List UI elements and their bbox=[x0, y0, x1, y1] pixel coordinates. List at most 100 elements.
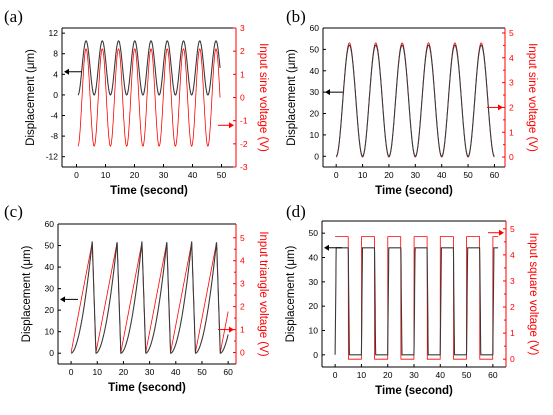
panel-label: (c) bbox=[4, 202, 23, 221]
x-tick-label: 20 bbox=[130, 170, 140, 180]
x-tick-label: 30 bbox=[409, 370, 419, 380]
right-arrow-icon bbox=[499, 229, 504, 236]
panel-b: (b) 0 10 20 30 40 50 60 0 10 20 30 40 50 60 0 1 2 3 4 5 Time … bbox=[286, 7, 538, 197]
x-tick-label: 40 bbox=[437, 170, 447, 180]
y-tick-label: 0 bbox=[313, 350, 318, 360]
x-tick-label: 60 bbox=[488, 370, 498, 380]
y-tick-label: 40 bbox=[310, 66, 320, 76]
voltage-series-line bbox=[77, 48, 221, 147]
y2-tick-label: 3 bbox=[510, 276, 515, 286]
left-arrow-icon bbox=[325, 89, 330, 96]
y-tick-label: 40 bbox=[309, 253, 319, 263]
y2-tick-label: -3 bbox=[240, 162, 248, 172]
y-tick-label: 40 bbox=[45, 262, 55, 272]
displacement-series-line bbox=[77, 40, 221, 96]
y-tick-label: -8 bbox=[50, 131, 58, 141]
y-tick-label: -12 bbox=[46, 152, 59, 162]
x-tick-label: 60 bbox=[223, 367, 233, 377]
y-tick-label: 30 bbox=[45, 284, 55, 294]
panel-label: (b) bbox=[286, 7, 306, 26]
y2-tick-label: 2 bbox=[240, 302, 245, 312]
y-tick-label: 20 bbox=[310, 109, 320, 119]
right-arrow-icon bbox=[498, 104, 503, 111]
x-tick-label: 0 bbox=[333, 370, 338, 380]
panel-c: (c) 0 10 20 30 40 50 60 0 10 20 30 40 50 60 0 1 2 3 4 5 Time … bbox=[4, 202, 269, 394]
y-tick-label: 0 bbox=[49, 348, 54, 358]
x-tick-label: 50 bbox=[463, 170, 473, 180]
x-tick-label: 20 bbox=[119, 367, 129, 377]
y2-tick-label: -1 bbox=[240, 116, 248, 126]
y2-tick-label: -2 bbox=[240, 139, 248, 149]
y-tick-label: 30 bbox=[309, 277, 319, 287]
x-tick-label: 10 bbox=[93, 367, 103, 377]
x-tick-label: 0 bbox=[69, 367, 74, 377]
left-arrow-icon bbox=[324, 244, 329, 251]
y2-tick-label: 2 bbox=[510, 302, 515, 312]
y2-axis-title: Input sine voltage (V) bbox=[257, 43, 269, 152]
voltage-series-line bbox=[336, 42, 495, 158]
y2-tick-label: 1 bbox=[240, 69, 245, 79]
y-tick-label: 50 bbox=[310, 44, 320, 54]
left-arrow-icon bbox=[64, 68, 69, 75]
x-tick-label: 10 bbox=[358, 170, 368, 180]
y-tick-label: 10 bbox=[45, 327, 55, 337]
y2-tick-label: 4 bbox=[240, 256, 245, 266]
x-axis-title: Time (second) bbox=[375, 385, 453, 397]
y2-tick-label: 3 bbox=[240, 279, 245, 289]
right-arrow-icon bbox=[229, 122, 234, 129]
y2-tick-label: 0 bbox=[509, 152, 514, 162]
y2-tick-label: 1 bbox=[509, 127, 514, 137]
x-tick-label: 40 bbox=[436, 370, 446, 380]
y2-tick-label: 1 bbox=[510, 328, 515, 338]
y-tick-label: 60 bbox=[45, 219, 55, 229]
panel-label: (d) bbox=[286, 202, 306, 221]
x-axis-title: Time (second) bbox=[108, 382, 186, 394]
x-tick-label: 40 bbox=[171, 367, 181, 377]
x-tick-label: 30 bbox=[145, 367, 155, 377]
y-tick-label: 0 bbox=[53, 90, 58, 100]
y-axis-title: Displacement (μm) bbox=[21, 245, 33, 342]
x-tick-label: 60 bbox=[490, 170, 500, 180]
y-tick-label: 20 bbox=[45, 305, 55, 315]
x-tick-label: 10 bbox=[357, 370, 367, 380]
x-tick-label: 50 bbox=[462, 370, 472, 380]
x-tick-label: 40 bbox=[188, 170, 198, 180]
y2-tick-label: 4 bbox=[510, 250, 515, 260]
y2-tick-label: 0 bbox=[240, 348, 245, 358]
y-tick-label: 10 bbox=[310, 130, 320, 140]
y-tick-label: 0 bbox=[314, 151, 319, 161]
y-tick-label: 50 bbox=[309, 228, 319, 238]
y-tick-label: 12 bbox=[49, 28, 59, 38]
x-tick-label: 20 bbox=[383, 370, 393, 380]
y2-axis-title: Input square voltage (V) bbox=[527, 233, 539, 356]
y-tick-label: 10 bbox=[309, 326, 319, 336]
y-tick-label: 50 bbox=[45, 241, 55, 251]
x-tick-label: 0 bbox=[334, 170, 339, 180]
panel-d: (d) 0 10 20 30 40 50 60 0 10 20 30 40 50 0 1 2 3 4 5 Time (s… bbox=[285, 202, 539, 397]
x-axis-title: Time (second) bbox=[375, 185, 453, 197]
y2-tick-label: 2 bbox=[509, 102, 514, 112]
y2-tick-label: 3 bbox=[509, 78, 514, 88]
x-tick-label: 50 bbox=[197, 367, 207, 377]
y-tick-label: 60 bbox=[310, 23, 320, 33]
displacement-series-line bbox=[335, 44, 495, 157]
panel-a: (a)0 10 20 30 40 50-12-8-404812-3-2-10123Time… bbox=[4, 7, 269, 197]
x-tick-label: 20 bbox=[384, 170, 394, 180]
displacement-series-line bbox=[334, 247, 499, 356]
y2-tick-label: 5 bbox=[240, 233, 245, 243]
x-tick-label: 30 bbox=[159, 170, 169, 180]
y-tick-label: 4 bbox=[53, 69, 58, 79]
y-tick-label: 8 bbox=[53, 49, 58, 59]
x-tick-label: 10 bbox=[101, 170, 111, 180]
y2-tick-label: 5 bbox=[509, 28, 514, 38]
y-axis-title: Displacement (μm) bbox=[286, 49, 298, 146]
x-tick-label: 50 bbox=[217, 170, 227, 180]
left-arrow-icon bbox=[60, 296, 65, 303]
x-axis-title: Time (second) bbox=[110, 185, 188, 197]
y-tick-label: -4 bbox=[50, 111, 58, 121]
y-axis-title: Displacement (μm) bbox=[285, 245, 297, 342]
y2-tick-label: 1 bbox=[240, 325, 245, 335]
y-axis-title: Displacement (μm) bbox=[25, 49, 37, 146]
y2-tick-label: 0 bbox=[510, 354, 515, 364]
